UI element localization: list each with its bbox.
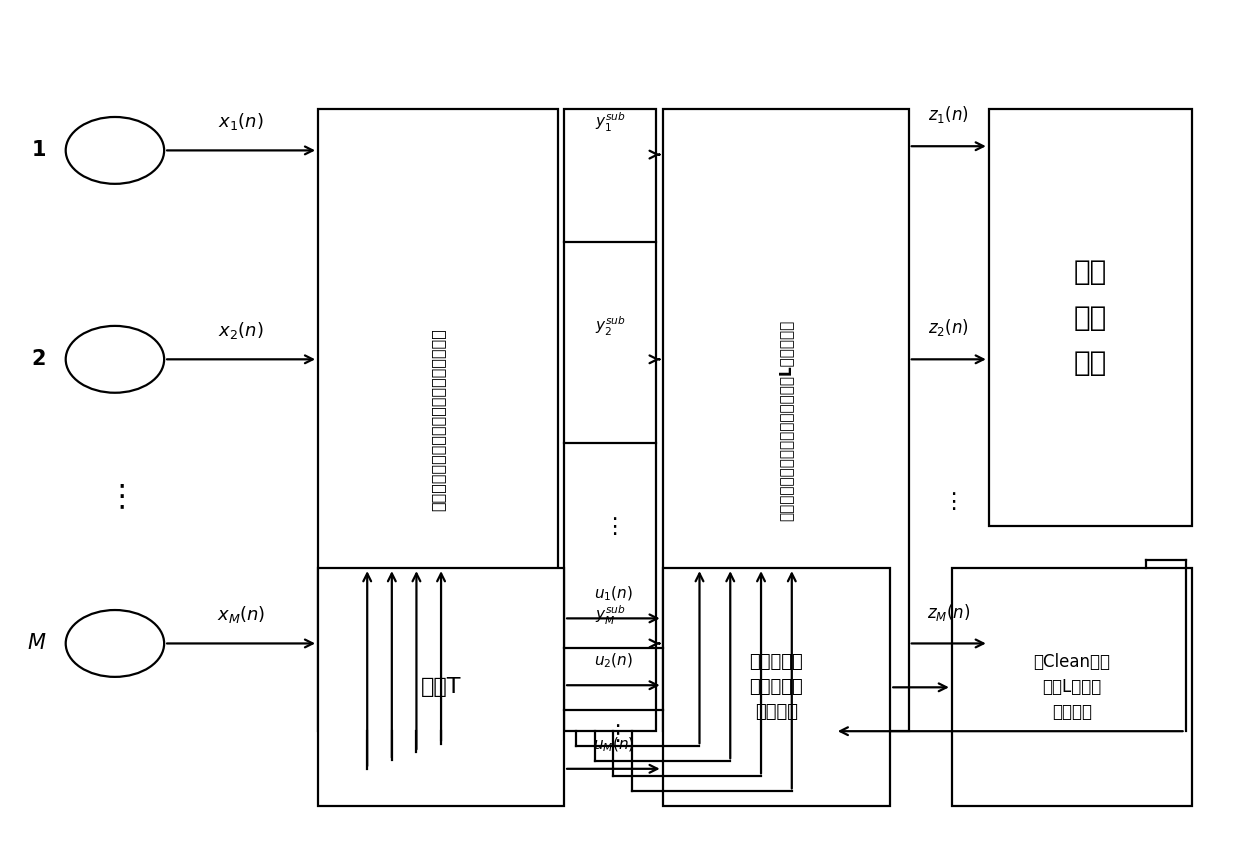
- Text: 基于子空间追踪从已知信号方向形成L个正交波束: 基于子空间追踪从已知信号方向形成L个正交波束: [778, 319, 793, 521]
- FancyBboxPatch shape: [318, 109, 558, 731]
- Text: $z_2(n)$: $z_2(n)$: [928, 317, 969, 338]
- Text: 延时T: 延时T: [421, 678, 461, 697]
- Text: $M$: $M$: [26, 634, 46, 653]
- Text: $x_M(n)$: $x_M(n)$: [217, 604, 265, 625]
- Text: $u_2(n)$: $u_2(n)$: [593, 652, 633, 670]
- Text: $\vdots$: $\vdots$: [942, 490, 955, 512]
- Text: $u_1(n)$: $u_1(n)$: [593, 585, 633, 603]
- Text: $y_1^{sub}$: $y_1^{sub}$: [595, 111, 626, 133]
- Text: $y_M^{sub}$: $y_M^{sub}$: [595, 603, 626, 627]
- Text: $\vdots$: $\vdots$: [603, 516, 617, 538]
- Text: 用Clean算法
估计L个卫星
信号方向: 用Clean算法 估计L个卫星 信号方向: [1033, 653, 1110, 722]
- Text: $\vdots$: $\vdots$: [105, 483, 124, 511]
- Text: 1: 1: [31, 140, 46, 160]
- Text: 捕获
跟踪
定位: 捕获 跟踪 定位: [1074, 258, 1106, 377]
- FancyBboxPatch shape: [989, 109, 1192, 527]
- Text: 基于子空间追踪的多波束指向抵制干扰方法: 基于子空间追踪的多波束指向抵制干扰方法: [430, 328, 446, 511]
- FancyBboxPatch shape: [663, 568, 891, 806]
- Text: $z_M(n)$: $z_M(n)$: [927, 602, 970, 623]
- FancyBboxPatch shape: [952, 568, 1192, 806]
- FancyBboxPatch shape: [564, 109, 657, 731]
- Text: $u_M(n)$: $u_M(n)$: [592, 735, 634, 754]
- Text: $x_1(n)$: $x_1(n)$: [218, 111, 264, 132]
- Text: $z_1(n)$: $z_1(n)$: [928, 105, 969, 126]
- Text: 2: 2: [31, 349, 46, 370]
- Text: $\vdots$: $\vdots$: [606, 722, 621, 744]
- FancyBboxPatch shape: [318, 568, 564, 806]
- Text: $x_2(n)$: $x_2(n)$: [218, 320, 264, 341]
- FancyBboxPatch shape: [663, 109, 908, 731]
- Text: 计算样本互
相关矢量并
构造矢量: 计算样本互 相关矢量并 构造矢量: [750, 653, 803, 722]
- Text: $y_2^{sub}$: $y_2^{sub}$: [595, 315, 626, 338]
